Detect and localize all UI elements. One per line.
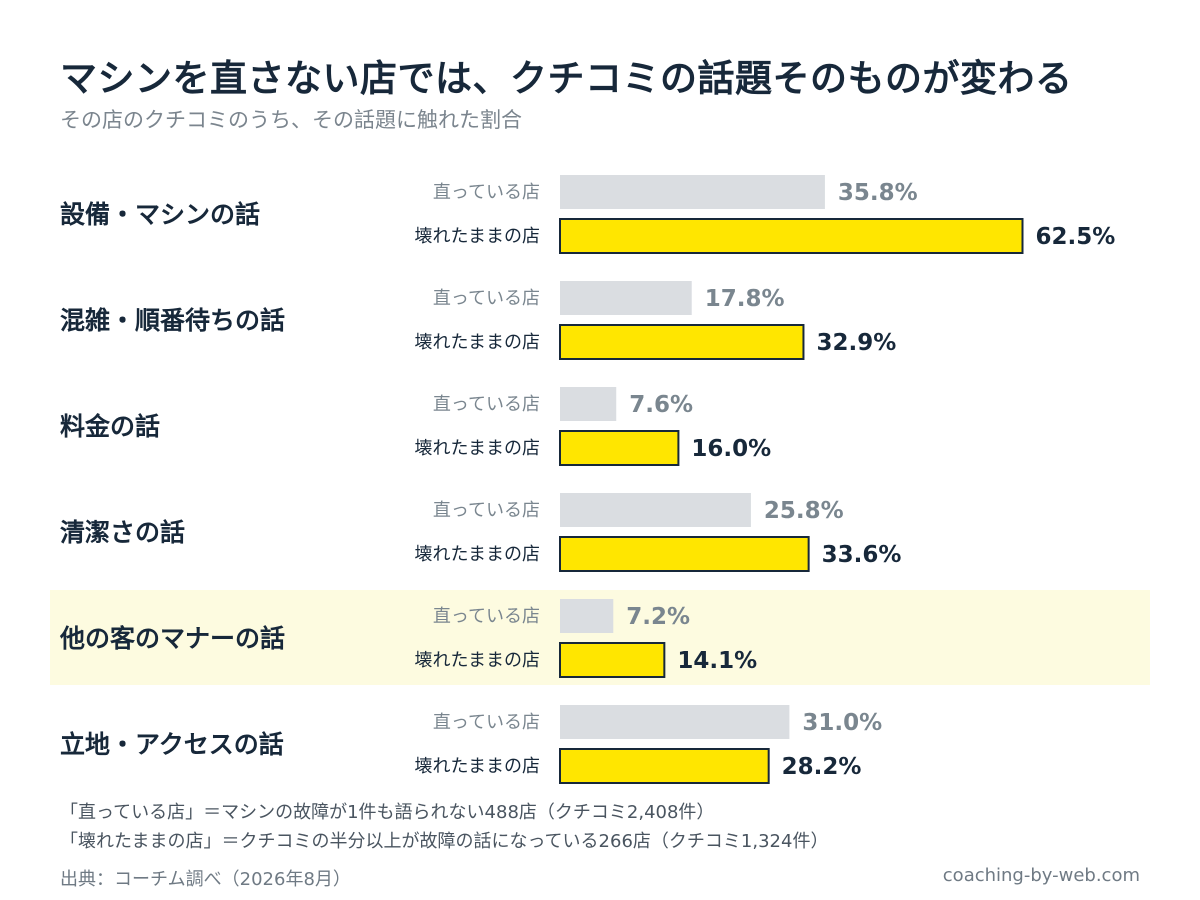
value-label: 35.8% [838, 180, 918, 206]
bar-broken [559, 430, 680, 466]
bar-broken [559, 324, 805, 360]
value-label: 28.2% [782, 754, 862, 780]
value-label: 31.0% [802, 710, 882, 736]
series-label: 直っている店 [433, 500, 540, 521]
source-note: 出典：コーチム調べ（2026年8月） [60, 869, 351, 890]
series-label: 壊れたままの店 [415, 756, 540, 777]
category-label: 設備・マシンの話 [60, 200, 260, 229]
value-label: 32.9% [816, 330, 896, 356]
bar-fixed [560, 175, 825, 209]
value-label: 62.5% [1036, 224, 1116, 250]
category-label: 立地・アクセスの話 [60, 730, 284, 759]
series-label: 壊れたままの店 [415, 544, 540, 565]
bar-fixed [560, 493, 751, 527]
series-label: 壊れたままの店 [415, 226, 540, 247]
value-label: 14.1% [677, 648, 757, 674]
footnotes: 「直っている店」＝マシンの故障が1件も語られない488店（クチコミ2,408件）… [60, 798, 828, 856]
series-label: 壊れたままの店 [415, 438, 540, 459]
footnote-fixed-stores: 「直っている店」＝マシンの故障が1件も語られない488店（クチコミ2,408件） [60, 802, 715, 823]
bar-fixed [560, 281, 692, 315]
series-label: 直っている店 [433, 288, 540, 309]
series-label: 直っている店 [433, 712, 540, 733]
value-label: 16.0% [691, 436, 771, 462]
category-label: 清潔さの話 [60, 518, 185, 547]
bar-fixed [560, 387, 617, 421]
bar-fixed [560, 599, 614, 633]
series-label: 壊れたままの店 [415, 332, 540, 353]
category-label: 混雑・順番待ちの話 [60, 306, 285, 335]
bar-broken [559, 218, 1024, 254]
bar-broken [559, 642, 666, 678]
site-credit: coaching-by-web.com [942, 865, 1140, 886]
series-label: 壊れたままの店 [415, 650, 540, 671]
chart-title: マシンを直さない店では、クチコミの話題そのものが変わる [60, 57, 1073, 100]
series-label: 直っている店 [433, 606, 540, 627]
bar-broken [559, 748, 770, 784]
category-label: 料金の話 [60, 412, 160, 441]
category-label: 他の客のマナーの話 [59, 624, 285, 653]
value-label: 7.2% [626, 604, 690, 630]
footnote-broken-stores: 「壊れたままの店」＝クチコミの半分以上が故障の話になっている266店（クチコミ1… [60, 831, 829, 852]
series-label: 直っている店 [433, 182, 540, 203]
value-label: 25.8% [764, 498, 844, 524]
value-label: 7.6% [629, 392, 693, 418]
value-label: 33.6% [822, 542, 902, 568]
bar-broken [559, 536, 810, 572]
value-label: 17.8% [705, 286, 785, 312]
bar-fixed [560, 705, 790, 739]
series-label: 直っている店 [433, 394, 540, 415]
chart-subtitle: その店のクチコミのうち、その話題に触れた割合 [60, 108, 522, 132]
